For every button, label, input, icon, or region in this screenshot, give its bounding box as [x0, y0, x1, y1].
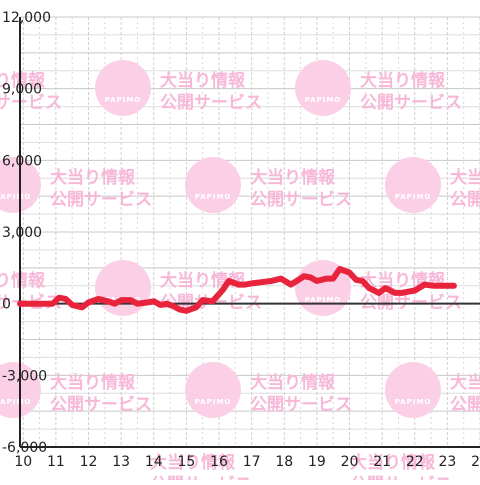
- x-tick-label: 15: [177, 454, 195, 470]
- watermark-badge-text: PAPIMO: [305, 96, 342, 104]
- watermark-text-line2: 公開サービス: [450, 395, 480, 415]
- watermark-text-line2: 公開サービス: [0, 93, 62, 113]
- watermark-text-line2: 公開サービス: [150, 475, 252, 480]
- watermark-badge-text: PAPIMO: [105, 96, 142, 104]
- series-layer: [17, 266, 457, 314]
- x-tick-label: 16: [210, 454, 228, 470]
- watermark-text-line1: 大当り情報: [50, 372, 136, 393]
- watermark-text-line1: 大当り情報: [250, 372, 336, 393]
- watermark-text-line1: 大当り情報: [250, 167, 336, 188]
- x-tick-labels: 10 11 12 13 14 15 16 17 18 19 20 21 22 23 24: [14, 454, 480, 470]
- watermark-badge-text: PAPIMO: [0, 193, 31, 201]
- x-tick-label: 13: [112, 454, 130, 470]
- series-line: [17, 266, 457, 314]
- watermark-text-line1: 大当り情報: [360, 70, 446, 91]
- watermark-text-line1: 大当り情報: [160, 70, 246, 91]
- x-tick-label: 11: [47, 454, 65, 470]
- watermark-badge: [295, 60, 351, 116]
- x-tick-label: 19: [308, 454, 326, 470]
- watermark-badge: [185, 157, 241, 213]
- y-tick-label: -6,000: [2, 440, 47, 456]
- watermark-badge-text: PAPIMO: [395, 193, 432, 201]
- watermark-badge-text: PAPIMO: [395, 398, 432, 406]
- y-tick-label: 9,000: [2, 82, 42, 98]
- axes: [19, 17, 480, 448]
- y-tick-label: 0: [2, 297, 11, 313]
- watermark-badge: [385, 157, 441, 213]
- watermark-badge-text: PAPIMO: [305, 296, 342, 304]
- y-tick-label: 6,000: [2, 153, 42, 169]
- x-tick-label: 21: [373, 454, 391, 470]
- watermark-text-line2: 公開サービス: [160, 93, 262, 113]
- watermark-badge: [95, 260, 151, 316]
- x-tick-label: 24: [471, 454, 480, 470]
- watermark-text-line2: 公開サービス: [250, 395, 352, 415]
- x-tick-label: 23: [438, 454, 456, 470]
- watermark-badge-text: PAPIMO: [0, 398, 31, 406]
- watermark-badge: [385, 362, 441, 418]
- x-tick-label: 20: [341, 454, 359, 470]
- x-tick-label: 12: [80, 454, 98, 470]
- x-tick-label: 10: [14, 454, 32, 470]
- watermark-text-line2: 公開サービス: [350, 475, 452, 480]
- x-tick-label: 22: [406, 454, 424, 470]
- y-tick-label: 12,000: [2, 10, 51, 26]
- watermark-badge-text: PAPIMO: [195, 398, 232, 406]
- watermark-badge: [185, 362, 241, 418]
- watermark-text-line2: 公開サービス: [250, 190, 352, 210]
- y-tick-label: -3,000: [2, 368, 47, 384]
- watermark-badge-text: PAPIMO: [195, 193, 232, 201]
- watermark-text-line2: 公開サービス: [50, 395, 152, 415]
- watermark-text-line1: 大当り情報: [350, 452, 436, 473]
- watermark-text-line1: 大当り情報: [450, 167, 480, 188]
- watermark-text-line1: 大当り情報: [450, 372, 480, 393]
- x-tick-label: 17: [243, 454, 261, 470]
- watermark-badge: [95, 60, 151, 116]
- watermark-text-line1: 大当り情報: [0, 70, 46, 91]
- watermark-text-line2: 公開サービス: [450, 190, 480, 210]
- watermark-text-line1: 大当り情報: [0, 270, 46, 291]
- watermark-text-line1: 大当り情報: [50, 167, 136, 188]
- y-tick-labels: 12,000 9,000 6,000 3,000 0 -3,000 -6,000: [2, 10, 51, 456]
- watermark-text-line1: 大当り情報: [150, 452, 236, 473]
- watermark-text-line2: 公開サービス: [50, 190, 152, 210]
- watermark-text-line2: 公開サービス: [360, 93, 462, 113]
- watermark-layer: PAPIMO大当り情報公開サービスPAPIMO大当り情報公開サービスPAPIMO…: [0, 60, 480, 485]
- y-tick-label: 3,000: [2, 225, 42, 241]
- x-tick-label: 18: [275, 454, 293, 470]
- x-tick-label: 14: [145, 454, 163, 470]
